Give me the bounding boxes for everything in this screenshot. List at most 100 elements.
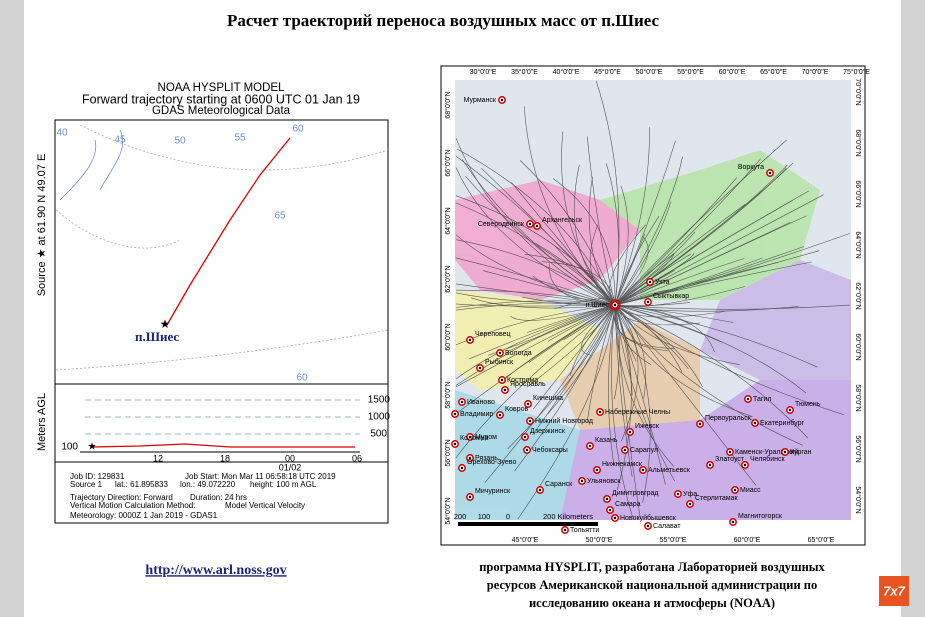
city-dot — [676, 492, 680, 496]
city-dot — [646, 300, 650, 304]
lat-label: 66°0'0"N — [444, 149, 452, 176]
trajectory-line — [586, 136, 616, 306]
lon-label: 60°0'0"E — [734, 536, 761, 544]
trajectories — [455, 80, 851, 520]
trajectory-line — [484, 304, 616, 483]
trajectory-line — [455, 304, 616, 388]
tick-label: 1000 — [368, 412, 391, 423]
height-grid — [85, 399, 360, 435]
trajectory — [166, 137, 291, 326]
city-label: Ярославль — [510, 381, 546, 388]
slide-title: Расчет траекторий переноса воздушных мас… — [227, 11, 660, 30]
side-bar — [0, 0, 24, 617]
city-dot — [503, 388, 507, 392]
trajectory-line — [455, 304, 616, 414]
lon-label: 60°0'0"E — [719, 68, 746, 76]
lat-label: 66°0'0"N — [854, 180, 862, 207]
city-dot — [628, 430, 632, 434]
city-dot — [500, 378, 504, 382]
city-dot — [595, 468, 599, 472]
lat-label: 60°0'0"N — [444, 323, 452, 350]
city-label: Череповец — [475, 331, 511, 338]
city-label: Орехово-Зуево — [467, 459, 516, 466]
city-dot — [788, 408, 792, 412]
city-label: Самара — [615, 501, 641, 508]
info-text: lat.: 61.895833 — [115, 480, 168, 489]
info-text: Vertical Motion Calculation Method: — [70, 501, 195, 510]
city-dot — [743, 463, 747, 467]
lat-label: 64°0'0"N — [444, 207, 452, 234]
city-dot — [526, 402, 530, 406]
trajectory-line — [532, 275, 616, 306]
trajectory-line — [461, 159, 616, 306]
lat-label: 62°0'0"N — [444, 265, 452, 292]
trajectory-line — [455, 303, 616, 307]
trajectory-line — [614, 304, 646, 399]
city-dot — [623, 448, 627, 452]
hysplit-frame — [54, 119, 389, 524]
model-header: Forward trajectory starting at 0600 UTC … — [82, 92, 360, 106]
trajectory-line — [455, 292, 616, 306]
info-text: Duration: 24 hrs — [190, 493, 247, 502]
trajectory-line — [455, 257, 616, 306]
trajectory-line — [581, 304, 616, 356]
trajectory-line — [549, 263, 616, 306]
city-label: Салават — [653, 523, 681, 530]
trajectory-line — [455, 304, 616, 459]
trajectory-line — [614, 185, 629, 306]
trajectory-line — [482, 270, 616, 306]
city-label: Коломна — [460, 435, 489, 442]
city-dot — [733, 488, 737, 492]
model-header: NOAA HYSPLIT MODEL — [158, 82, 286, 94]
lat-label: 68°0'0"N — [444, 91, 452, 118]
info-text: Model Vertical Velocity — [225, 501, 305, 510]
city-dot — [605, 497, 609, 501]
city-dot — [768, 171, 772, 175]
city-dot — [500, 98, 504, 102]
trajectory-line — [547, 304, 616, 414]
trajectory-line — [614, 194, 824, 306]
trajectory-line — [614, 304, 715, 353]
trajectory-line — [614, 127, 650, 306]
city-label: Нижний Новгород — [535, 417, 593, 425]
city-dot — [453, 412, 457, 416]
trajectory-line — [456, 148, 616, 306]
city-dot — [688, 502, 692, 506]
lat-label: 60°0'0"N — [854, 333, 862, 360]
trajectory-line — [614, 236, 649, 306]
tick-label: 12 — [153, 453, 163, 463]
trajectory-line — [608, 304, 616, 465]
map-label: 60 — [292, 124, 304, 135]
trajectory-line — [614, 304, 632, 491]
city-label: Тольятти — [570, 527, 599, 534]
trajectory-line — [570, 304, 616, 376]
city-dot — [478, 366, 482, 370]
city-dot — [648, 280, 652, 284]
trajectory-line — [614, 156, 683, 306]
city-label: Чебоксары — [532, 446, 568, 454]
trajectory-line — [541, 261, 616, 306]
city-label: Сарапул — [630, 447, 658, 454]
trajectory-line — [595, 80, 620, 306]
city-label: Рязань — [475, 455, 498, 462]
link[interactable]: http://www.arl.noss.gov — [145, 563, 286, 578]
city-label: Магнитогорск — [738, 513, 783, 520]
trajectory-line — [614, 139, 787, 306]
lon-label: 55°0'0"E — [677, 68, 704, 76]
city-label: Тагил — [753, 396, 771, 403]
trajectory-line — [613, 304, 668, 351]
date-label: 01/02 — [279, 462, 302, 472]
scale-label: 0 — [506, 512, 510, 521]
trajectory-line — [614, 304, 633, 478]
trajectory-line — [533, 304, 616, 410]
city-dot — [608, 508, 612, 512]
trajectory-line — [524, 253, 616, 306]
lon-label: 35°0'0"E — [511, 68, 538, 76]
city-dot — [468, 338, 472, 342]
city-label: Ковров — [505, 406, 528, 413]
trajectory-line — [614, 215, 807, 306]
source-star: ★ — [160, 317, 171, 331]
tick-label: 06 — [352, 453, 362, 463]
city-dot — [731, 520, 735, 524]
